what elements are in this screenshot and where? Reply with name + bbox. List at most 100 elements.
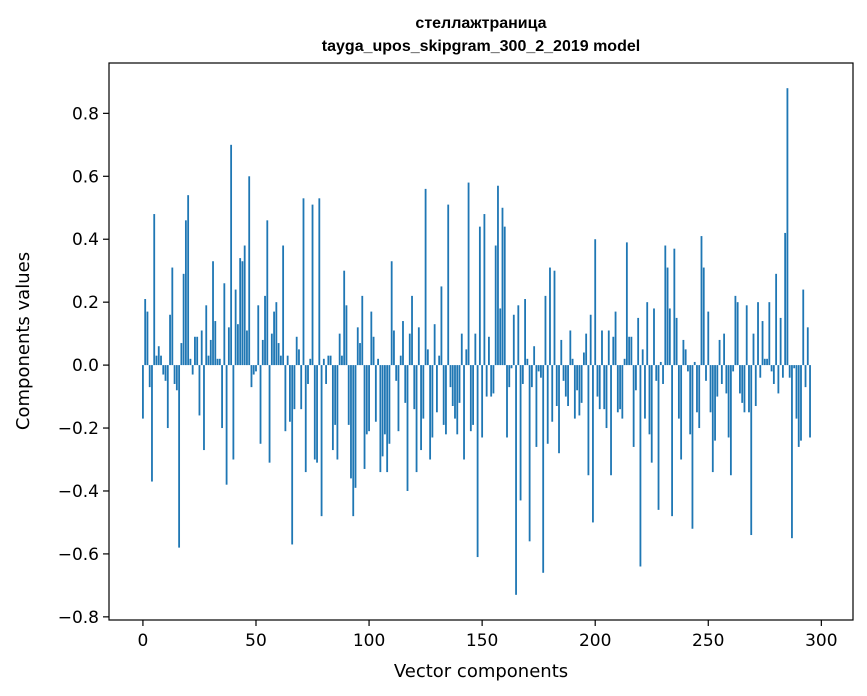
bar-18 bbox=[182, 273, 185, 366]
bar-97 bbox=[361, 295, 364, 366]
bar-252 bbox=[711, 365, 714, 473]
bar-48 bbox=[250, 365, 253, 388]
bar-2 bbox=[146, 311, 149, 366]
bar-147 bbox=[474, 333, 477, 366]
bar-251 bbox=[709, 365, 712, 413]
y-tick-label: 0.0 bbox=[72, 356, 99, 376]
bar-149 bbox=[478, 226, 481, 366]
bar-230 bbox=[662, 365, 664, 384]
bar-4 bbox=[151, 365, 153, 482]
x-tick-label: 300 bbox=[805, 631, 837, 651]
bar-148 bbox=[476, 365, 479, 558]
bar-240 bbox=[684, 349, 687, 366]
bar-19 bbox=[184, 220, 187, 366]
bar-21 bbox=[189, 358, 192, 366]
bar-128 bbox=[431, 365, 434, 438]
bar-161 bbox=[506, 365, 508, 438]
bar-44 bbox=[241, 261, 244, 366]
bar-94 bbox=[354, 365, 357, 488]
bar-266 bbox=[743, 365, 746, 413]
bar-136 bbox=[449, 365, 452, 388]
bar-23 bbox=[194, 336, 196, 366]
bar-248 bbox=[702, 267, 705, 366]
bar-192 bbox=[576, 365, 579, 391]
x-tick-label: 0 bbox=[138, 631, 149, 651]
bar-249 bbox=[705, 365, 707, 381]
bar-201 bbox=[596, 365, 599, 397]
bar-144 bbox=[467, 182, 470, 366]
bar-185 bbox=[560, 339, 563, 366]
bar-108 bbox=[386, 365, 389, 473]
bar-37 bbox=[225, 365, 228, 485]
y-axis-ticks: −0.8 −0.6 −0.4 −0.2 0.0 0.2 0.4 0.6 0.8 bbox=[58, 104, 109, 628]
bar-196 bbox=[585, 333, 588, 366]
bar-59 bbox=[275, 302, 278, 366]
bar-236 bbox=[675, 317, 678, 366]
bar-146 bbox=[472, 365, 474, 425]
bar-245 bbox=[696, 365, 698, 413]
bar-60 bbox=[277, 343, 280, 366]
bar-215 bbox=[628, 336, 631, 366]
bar-187 bbox=[564, 365, 567, 397]
bar-78 bbox=[318, 198, 321, 366]
bar-89 bbox=[343, 270, 346, 366]
bar-87 bbox=[338, 333, 341, 366]
bar-208 bbox=[612, 336, 615, 366]
bar-106 bbox=[381, 365, 384, 457]
bar-145 bbox=[469, 365, 472, 432]
bar-12 bbox=[169, 314, 171, 366]
bar-53 bbox=[261, 339, 264, 366]
bar-127 bbox=[429, 365, 432, 460]
bar-174 bbox=[535, 365, 538, 447]
plot-frame bbox=[108, 62, 854, 621]
chart-subtitle: tayga_upos_skipgram_300_2_2019 model bbox=[322, 38, 640, 55]
bar-11 bbox=[166, 365, 169, 429]
bar-51 bbox=[257, 305, 260, 366]
bar-213 bbox=[623, 358, 626, 366]
bar-102 bbox=[372, 336, 375, 366]
bar-120 bbox=[413, 365, 416, 410]
bar-55 bbox=[266, 220, 269, 366]
bar-264 bbox=[739, 365, 741, 394]
bar-250 bbox=[707, 311, 710, 366]
bar-182 bbox=[553, 270, 556, 366]
bar-80 bbox=[322, 358, 325, 366]
bar-235 bbox=[673, 248, 676, 366]
bar-83 bbox=[329, 355, 332, 366]
bar-263 bbox=[736, 302, 739, 366]
bar-178 bbox=[544, 295, 547, 366]
bar-207 bbox=[610, 365, 612, 476]
bar-225 bbox=[650, 365, 653, 463]
bar-165 bbox=[515, 365, 517, 595]
bar-285 bbox=[786, 88, 789, 366]
bar-206 bbox=[607, 330, 610, 366]
bar-275 bbox=[763, 358, 766, 366]
bar-79 bbox=[320, 365, 323, 517]
bar-287 bbox=[791, 365, 793, 539]
bar-98 bbox=[363, 365, 366, 469]
bar-113 bbox=[397, 365, 400, 432]
bar-180 bbox=[549, 267, 551, 366]
bar-242 bbox=[689, 365, 692, 435]
bar-129 bbox=[433, 324, 436, 366]
bar-132 bbox=[440, 286, 443, 366]
bar-131 bbox=[438, 355, 441, 366]
bar-284 bbox=[784, 232, 787, 366]
bar-134 bbox=[445, 365, 447, 435]
bar-268 bbox=[748, 365, 750, 413]
bar-280 bbox=[775, 273, 778, 366]
y-tick-label: 0.6 bbox=[72, 167, 99, 187]
bar-141 bbox=[460, 333, 463, 366]
bar-14 bbox=[173, 365, 176, 384]
y-tick-label: −0.4 bbox=[58, 482, 99, 502]
bar-82 bbox=[327, 355, 330, 366]
x-tick-label: 200 bbox=[579, 631, 611, 651]
bar-253 bbox=[714, 365, 716, 441]
bar-231 bbox=[664, 245, 667, 366]
bar-133 bbox=[442, 365, 445, 425]
bar-32 bbox=[214, 321, 217, 366]
bar-166 bbox=[517, 305, 520, 366]
bar-22 bbox=[191, 365, 194, 375]
bar-200 bbox=[594, 239, 597, 366]
